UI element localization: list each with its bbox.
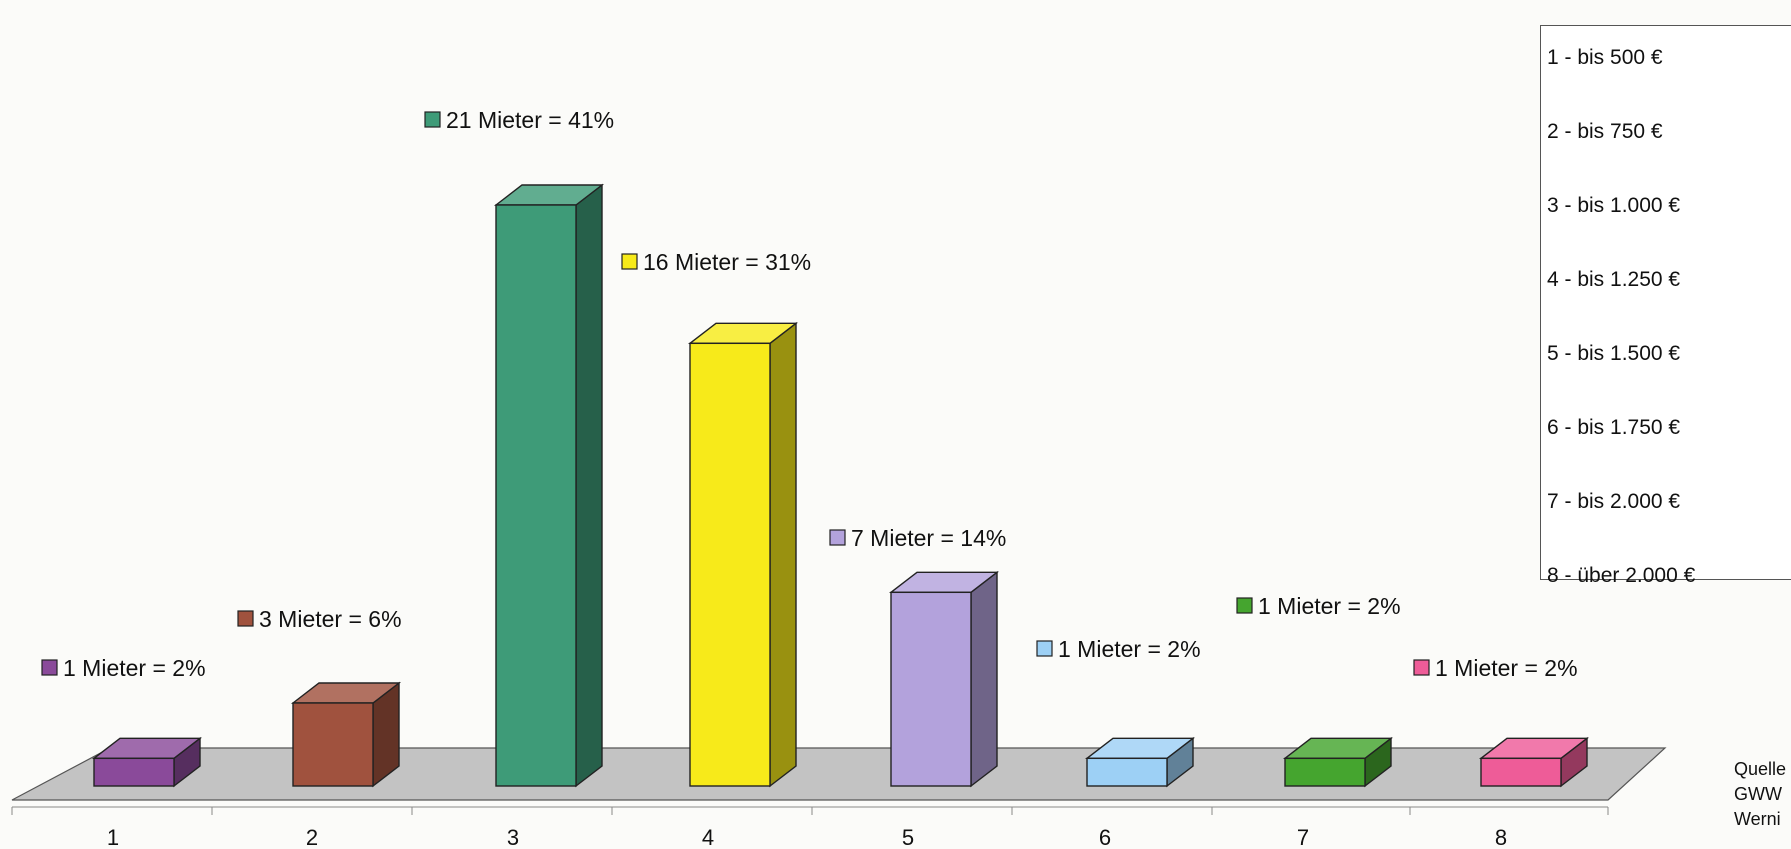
bar-front xyxy=(93,757,175,787)
bar-4 xyxy=(687,321,799,788)
chart-floor-plane xyxy=(11,747,1667,801)
data-label: 1 Mieter = 2% xyxy=(1236,593,1401,619)
bar-front xyxy=(1480,757,1562,787)
data-label: 1 Mieter = 2% xyxy=(1413,655,1578,681)
data-label-key xyxy=(237,610,254,627)
data-label: 21 Mieter = 41% xyxy=(424,107,614,133)
data-label: 1 Mieter = 2% xyxy=(41,655,206,681)
legend-item: 4 - bis 1.250 € xyxy=(1547,268,1681,291)
data-label-text: 1 Mieter = 2% xyxy=(1435,655,1578,681)
legend-item: 5 - bis 1.500 € xyxy=(1547,342,1681,365)
bar-2 xyxy=(290,681,402,788)
x-tick-label: 4 xyxy=(702,825,714,849)
bar-front xyxy=(890,591,972,787)
bar-7 xyxy=(1282,736,1394,788)
bar-8 xyxy=(1478,736,1590,788)
data-label-text: 3 Mieter = 6% xyxy=(259,606,402,632)
x-tick-label: 3 xyxy=(507,825,519,849)
data-label-text: 1 Mieter = 2% xyxy=(63,655,206,681)
data-label-text: 7 Mieter = 14% xyxy=(851,525,1006,551)
legend-item: 2 - bis 750 € xyxy=(1547,120,1663,143)
legend: 1 - bis 500 € 2 - bis 750 € 3 - bis 1.00… xyxy=(1540,25,1791,587)
x-tick-label: 1 xyxy=(107,825,119,849)
legend-item: 7 - bis 2.000 € xyxy=(1547,490,1681,513)
data-label-key xyxy=(1236,597,1253,614)
bar-5 xyxy=(888,570,1000,788)
data-label-key xyxy=(41,659,58,676)
x-axis: 1 2 3 4 5 6 7 8 xyxy=(11,806,1609,849)
data-label-key xyxy=(621,253,638,270)
legend-item: 3 - bis 1.000 € xyxy=(1547,194,1681,217)
source-note: Quelle GWW Werni xyxy=(1734,759,1787,829)
bar-1 xyxy=(91,736,203,788)
bar-front xyxy=(495,204,577,787)
data-labels: 1 Mieter = 2% 3 Mieter = 6% 21 Mieter = 41… xyxy=(41,107,1578,681)
legend-item: 8 - über 2.000 € xyxy=(1547,564,1696,587)
x-tick-label: 6 xyxy=(1099,825,1111,849)
legend-item: 1 - bis 500 € xyxy=(1547,46,1663,69)
chart-floor xyxy=(11,747,1667,801)
bar-side xyxy=(970,570,998,788)
bar-front xyxy=(689,342,771,787)
bar-side xyxy=(575,183,603,788)
data-label: 16 Mieter = 31% xyxy=(621,249,811,275)
bars xyxy=(91,183,1590,788)
data-label: 3 Mieter = 6% xyxy=(237,606,402,632)
data-label-text: 16 Mieter = 31% xyxy=(643,249,811,275)
bar-side xyxy=(769,321,797,788)
x-tick-label: 5 xyxy=(902,825,914,849)
bar-3 xyxy=(493,183,605,788)
data-label: 7 Mieter = 14% xyxy=(829,525,1006,551)
bar-front xyxy=(1284,757,1366,787)
data-label-key xyxy=(1413,659,1430,676)
data-label: 1 Mieter = 2% xyxy=(1036,636,1201,662)
bar-front xyxy=(292,702,374,787)
data-label-text: 1 Mieter = 2% xyxy=(1258,593,1401,619)
data-label-text: 1 Mieter = 2% xyxy=(1058,636,1201,662)
data-label-key xyxy=(829,529,846,546)
bar-6 xyxy=(1084,736,1196,788)
legend-item: 6 - bis 1.750 € xyxy=(1547,416,1681,439)
x-tick-label: 7 xyxy=(1297,825,1309,849)
data-label-key xyxy=(424,111,441,128)
bar-front xyxy=(1086,757,1168,787)
data-label-text: 21 Mieter = 41% xyxy=(446,107,614,133)
x-tick-label: 2 xyxy=(306,825,318,849)
x-tick-label: 8 xyxy=(1495,825,1507,849)
data-label-key xyxy=(1036,640,1053,657)
